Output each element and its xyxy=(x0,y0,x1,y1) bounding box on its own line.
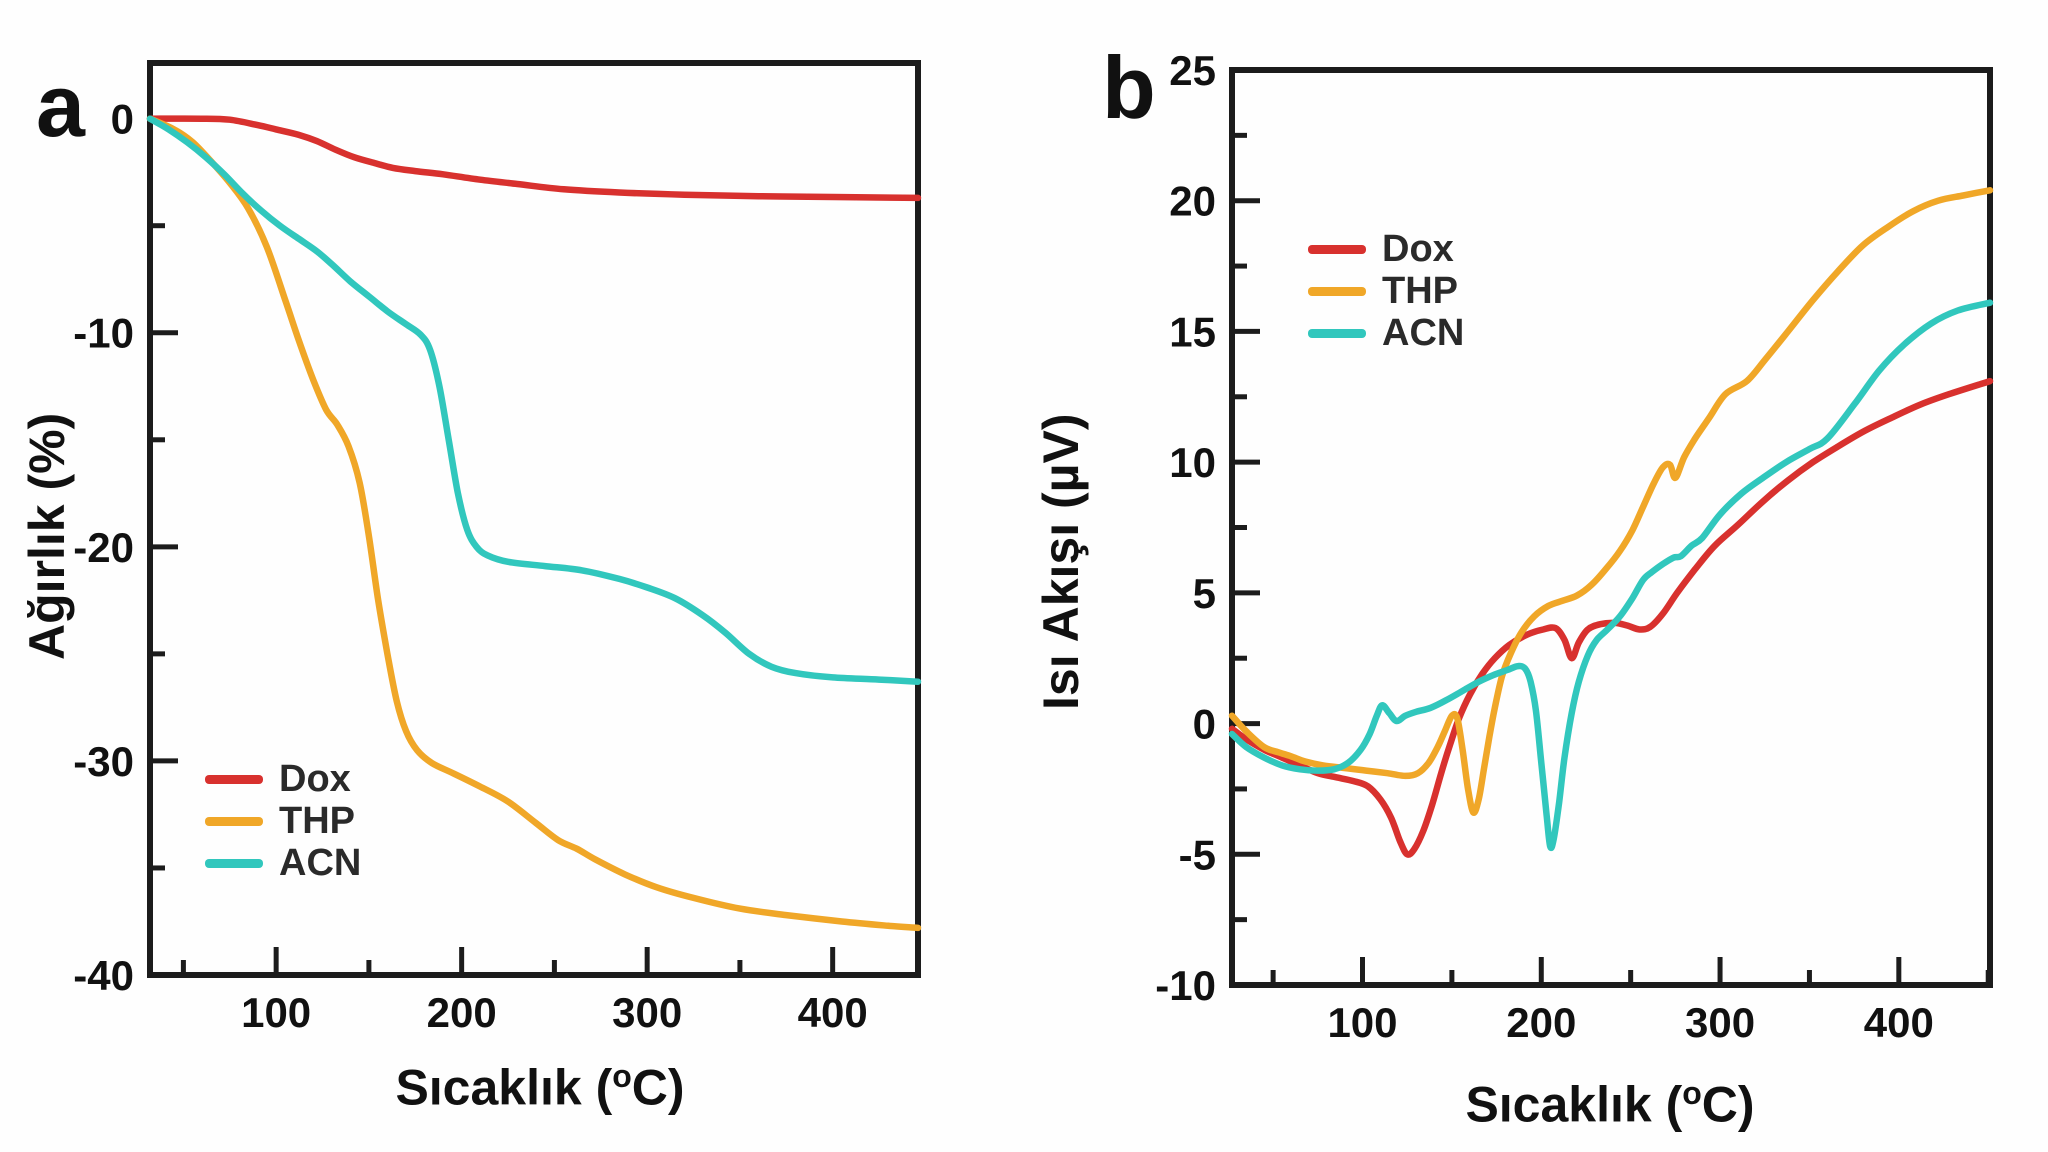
x-axis-title-b: Sıcaklık (oC) xyxy=(1400,1075,1820,1134)
panel-label-a: a xyxy=(36,56,85,155)
series-line-acn xyxy=(1228,299,1994,852)
degree-symbol-a: o xyxy=(612,1058,632,1094)
x-tick-label: 100 xyxy=(241,989,311,1036)
y-tick-label: -5 xyxy=(1179,831,1216,878)
series-line-thp xyxy=(1228,187,1994,816)
legend-a-label-acn: ACN xyxy=(279,842,362,884)
legend-a: Dox THP ACN xyxy=(205,758,361,884)
y-tick-label: 0 xyxy=(111,96,134,143)
legend-b-item-acn: ACN xyxy=(1308,312,1464,354)
x-tick-label: 100 xyxy=(1327,999,1397,1046)
x-tick-label: 200 xyxy=(427,989,497,1036)
dox-line-swatch xyxy=(205,774,263,784)
degree-symbol-b: o xyxy=(1682,1075,1702,1111)
legend-b-item-thp: THP xyxy=(1308,270,1464,312)
legend-b-label-acn: ACN xyxy=(1382,312,1465,354)
y-tick-label: 5 xyxy=(1193,570,1216,617)
x-tick-label: 300 xyxy=(1685,999,1755,1046)
y-tick-label: -30 xyxy=(73,738,134,785)
panel-b-plot: 100 200 300 400 25 20 15 10 5 0 -5 -10 xyxy=(1155,47,1994,1046)
thp-line-swatch xyxy=(205,816,263,826)
x-tick-label: 200 xyxy=(1506,999,1576,1046)
thp-line-swatch xyxy=(1308,286,1366,296)
legend-a-label-dox: Dox xyxy=(279,758,351,800)
x-axis-title-a-text: Sıcaklık ( xyxy=(395,1059,613,1116)
legend-a-item-acn: ACN xyxy=(205,842,361,884)
y-tick-label: -10 xyxy=(73,310,134,357)
legend-a-item-dox: Dox xyxy=(205,758,361,800)
y-tick-label: 25 xyxy=(1169,47,1216,94)
x-axis-title-b-unit: C) xyxy=(1701,1076,1755,1133)
panel-a-plot: 100 200 300 400 0 -10 -20 -30 -40 xyxy=(73,60,922,1036)
y-tick-label: 10 xyxy=(1169,439,1216,486)
x-axis-title-b-text: Sıcaklık ( xyxy=(1465,1076,1683,1133)
x-tick-label: 400 xyxy=(1864,999,1934,1046)
x-tick-label: 400 xyxy=(798,989,868,1036)
legend-b-item-dox: Dox xyxy=(1308,228,1464,270)
legend-a-label-thp: THP xyxy=(279,800,355,842)
dox-line-swatch xyxy=(1308,244,1366,254)
panel-label-b: b xyxy=(1102,38,1156,137)
series-line-thp xyxy=(146,115,922,932)
x-axis-title-a: Sıcaklık (oC) xyxy=(330,1058,750,1117)
y-tick-label: 15 xyxy=(1169,308,1216,355)
x-tick-label: 300 xyxy=(612,989,682,1036)
acn-line-swatch xyxy=(205,858,263,868)
y-tick-label: -10 xyxy=(1155,962,1216,1009)
y-tick-label: -40 xyxy=(73,952,134,999)
y-tick-label: 0 xyxy=(1193,701,1216,748)
legend-a-item-thp: THP xyxy=(205,800,361,842)
y-tick-label: -20 xyxy=(73,524,134,571)
plot-border-a xyxy=(147,60,921,978)
y-tick-label: 20 xyxy=(1169,178,1216,225)
legend-b-label-dox: Dox xyxy=(1382,228,1454,270)
legend-b-label-thp: THP xyxy=(1382,270,1458,312)
x-axis-title-a-unit: C) xyxy=(631,1059,685,1116)
plot-border-b xyxy=(1229,67,1993,988)
series-line-dox xyxy=(1228,377,1994,858)
acn-line-swatch xyxy=(1308,328,1366,338)
legend-b: Dox THP ACN xyxy=(1308,228,1464,354)
series-line-dox xyxy=(146,115,922,202)
series-line-acn xyxy=(146,115,922,685)
